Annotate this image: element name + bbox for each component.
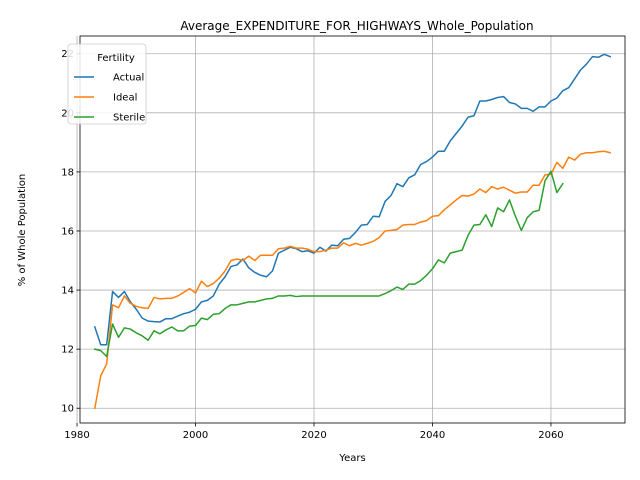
y-tick-label: 10 xyxy=(61,404,74,415)
y-tick-label: 16 xyxy=(61,226,74,237)
series-line-actual xyxy=(93,53,612,346)
y-axis-label: % of Whole Population xyxy=(17,174,28,287)
plot-area xyxy=(80,36,625,423)
axis-ticks: 1980200020202040206010121416182022 xyxy=(61,49,563,441)
plot-frame xyxy=(79,35,626,424)
legend-label-actual: Actual xyxy=(113,73,144,84)
y-tick-label: 14 xyxy=(61,286,74,297)
legend-label-ideal: Ideal xyxy=(113,93,137,104)
y-tick-label: 12 xyxy=(61,345,74,356)
legend-title: Fertility xyxy=(97,53,135,64)
x-axis-label: Years xyxy=(338,453,365,464)
legend-box xyxy=(67,43,147,125)
x-tick-label: 2040 xyxy=(420,430,445,441)
series-lines xyxy=(93,53,612,410)
grid-lines xyxy=(76,36,625,423)
x-tick-label: 1980 xyxy=(64,430,89,441)
legend: Fertility Actual Ideal Sterile xyxy=(67,43,147,125)
x-tick-label: 2060 xyxy=(538,430,563,441)
y-tick-label: 18 xyxy=(61,167,74,178)
x-tick-label: 2020 xyxy=(301,430,326,441)
chart-title: Average_EXPENDITURE_FOR_HIGHWAYS_Whole_P… xyxy=(180,19,533,33)
x-tick-label: 2000 xyxy=(183,430,208,441)
legend-label-sterile: Sterile xyxy=(113,113,145,124)
series-line-sterile xyxy=(93,170,564,358)
series-line-ideal xyxy=(93,150,612,410)
